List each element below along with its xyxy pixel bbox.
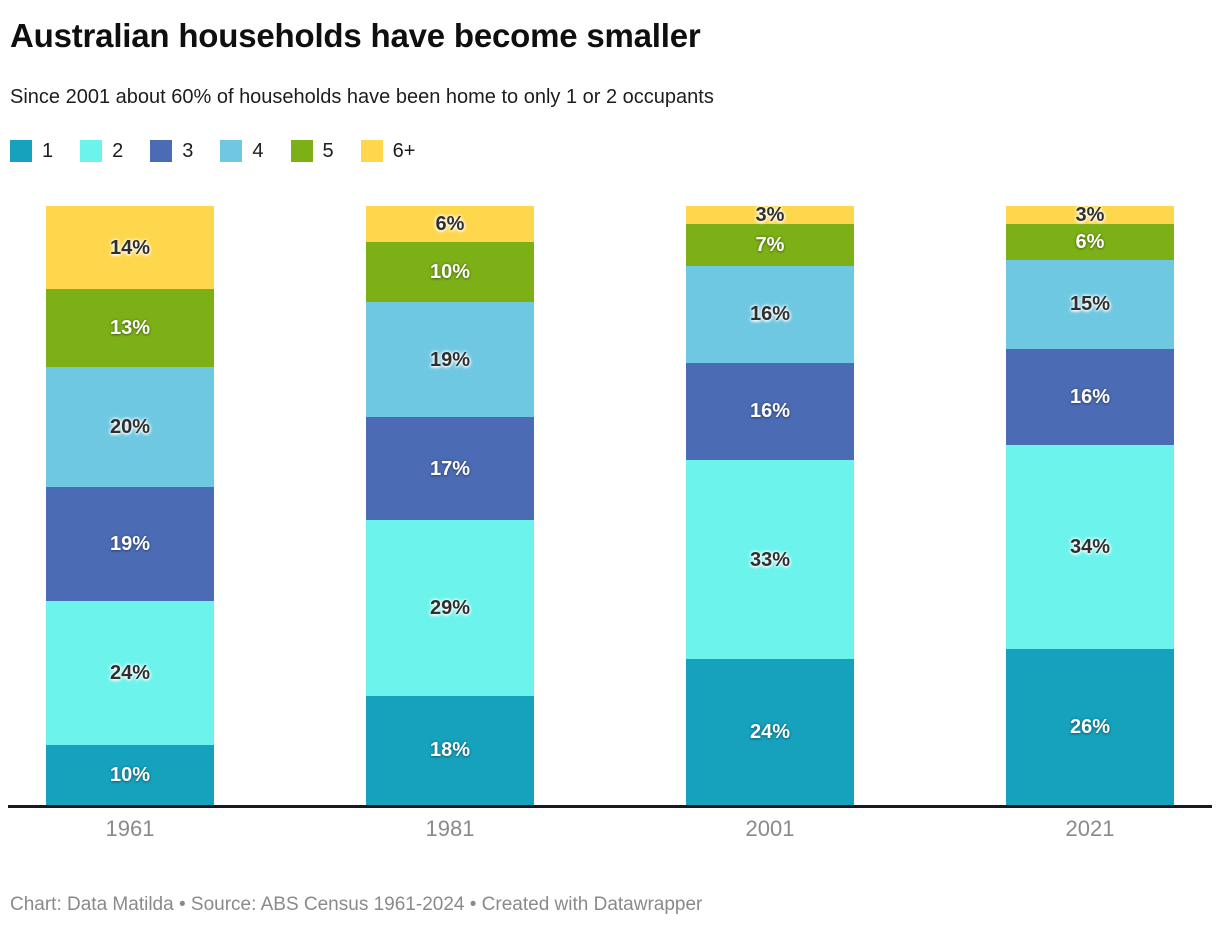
bar-segment-1961-2-persons[interactable]: 24% [46, 600, 214, 745]
bar-segment-2021-1-persons[interactable]: 26% [1006, 648, 1174, 805]
bar-value-label: 15% [1069, 293, 1111, 316]
x-axis-label-2021: 2021 [1065, 815, 1115, 841]
bar-value-label: 19% [429, 348, 471, 371]
bar-segment-2021-2-persons[interactable]: 34% [1006, 445, 1174, 649]
bar-segment-1961-4-persons[interactable]: 20% [46, 367, 214, 488]
bar-segment-1961-6+-persons[interactable]: 14% [46, 205, 214, 290]
bar-value-label: 3% [755, 203, 785, 226]
bar-segment-1981-2-persons[interactable]: 29% [366, 520, 534, 696]
chart-credit: Chart: Data Matilda • Source: ABS Census… [10, 893, 703, 915]
bar-value-label: 18% [429, 739, 471, 762]
legend-swatch-3 [150, 140, 173, 163]
bar-segment-2021-6+-persons[interactable]: 3% [1006, 203, 1174, 226]
legend-label-4: 4 [252, 140, 264, 163]
bar-value-label: 24% [109, 661, 151, 684]
x-axis-label-1981: 1981 [425, 815, 475, 841]
bar-value-label: 34% [1069, 536, 1111, 558]
legend-item-4: 4 [220, 140, 264, 163]
bar-segment-1961-1-persons[interactable]: 10% [46, 744, 214, 805]
legend-item-1: 1 [10, 140, 54, 163]
bar-segment-2021-4-persons[interactable]: 15% [1006, 259, 1174, 350]
bar-value-label: 17% [429, 457, 471, 480]
bar-1981: 6% 10% 19% 17% 29% 18% [366, 205, 534, 805]
legend-item-6+: 6+ [360, 140, 416, 163]
bar-value-label: 20% [109, 416, 151, 439]
bar-value-label: 16% [749, 400, 791, 423]
bar-segment-1981-1-persons[interactable]: 18% [366, 695, 534, 805]
bar-value-label: 16% [749, 303, 791, 326]
bar-segment-2001-3-persons[interactable]: 16% [686, 362, 854, 460]
bar-segment-2001-4-persons[interactable]: 16% [686, 266, 854, 363]
legend-label-1: 1 [42, 140, 54, 163]
legend-item-2: 2 [80, 140, 124, 163]
legend-swatch-2 [80, 140, 103, 163]
legend-label-6+: 6+ [392, 140, 416, 163]
x-axis-label-1961: 1961 [105, 815, 155, 841]
bar-value-label: 29% [429, 596, 471, 619]
bar-segment-2001-1-persons[interactable]: 24% [686, 659, 854, 805]
legend-swatch-1 [10, 140, 32, 163]
x-axis-labels: 1961 1981 2001 2021 [8, 816, 1212, 842]
bar-2001: 3% 7% 16% 16% 33% 24% [686, 203, 854, 805]
legend-swatch-6+ [360, 140, 383, 163]
bar-value-label: 13% [109, 317, 151, 340]
bar-value-label: 6% [435, 212, 465, 235]
chart-title: Australian households have become smalle… [10, 17, 701, 54]
stacked-bar-chart: 14% 13% 20% 19% 24% 10% 6% 10% 19% 17% 29% 18% 3% 7% 1… [8, 203, 1212, 808]
legend-swatch-5 [290, 140, 313, 163]
bar-value-label: 7% [755, 233, 785, 256]
x-axis-label-2001: 2001 [745, 815, 795, 841]
legend-label-5: 5 [322, 140, 334, 163]
bar-segment-1961-3-persons[interactable]: 19% [46, 487, 214, 601]
legend-item-5: 5 [290, 140, 334, 163]
legend: 1 2 3 4 5 6+ [10, 140, 1210, 163]
bar-segment-1981-3-persons[interactable]: 17% [366, 417, 534, 521]
bar-value-label: 6% [1075, 230, 1105, 253]
legend-label-2: 2 [112, 140, 124, 163]
bar-segment-2021-3-persons[interactable]: 16% [1006, 349, 1174, 446]
bar-segment-1981-4-persons[interactable]: 19% [366, 302, 534, 418]
bar-segment-1981-5-persons[interactable]: 10% [366, 241, 534, 303]
bar-value-label: 33% [749, 548, 791, 571]
bar-segment-1961-5-persons[interactable]: 13% [46, 289, 214, 368]
bar-segment-2001-6+-persons[interactable]: 3% [686, 203, 854, 226]
bar-value-label: 26% [1069, 715, 1111, 738]
bar-1961: 14% 13% 20% 19% 24% 10% [46, 205, 214, 805]
bar-value-label: 3% [1075, 203, 1105, 226]
bar-segment-2001-2-persons[interactable]: 33% [686, 459, 854, 660]
bar-value-label: 14% [109, 236, 151, 259]
chart-subtitle: Since 2001 about 60% of households have … [10, 85, 714, 108]
bar-segment-1981-6+-persons[interactable]: 6% [366, 205, 534, 242]
bar-segment-2001-5-persons[interactable]: 7% [686, 223, 854, 267]
bar-2021: 3% 6% 15% 16% 34% 26% [1006, 203, 1174, 805]
bar-value-label: 10% [429, 261, 471, 284]
bar-value-label: 10% [109, 763, 151, 786]
bar-value-label: 16% [1069, 386, 1111, 409]
legend-label-3: 3 [182, 140, 194, 163]
legend-swatch-4 [220, 140, 243, 163]
bar-value-label: 24% [749, 720, 791, 743]
legend-item-3: 3 [150, 140, 194, 163]
bar-segment-2021-5-persons[interactable]: 6% [1006, 223, 1174, 260]
bar-value-label: 19% [109, 533, 151, 555]
